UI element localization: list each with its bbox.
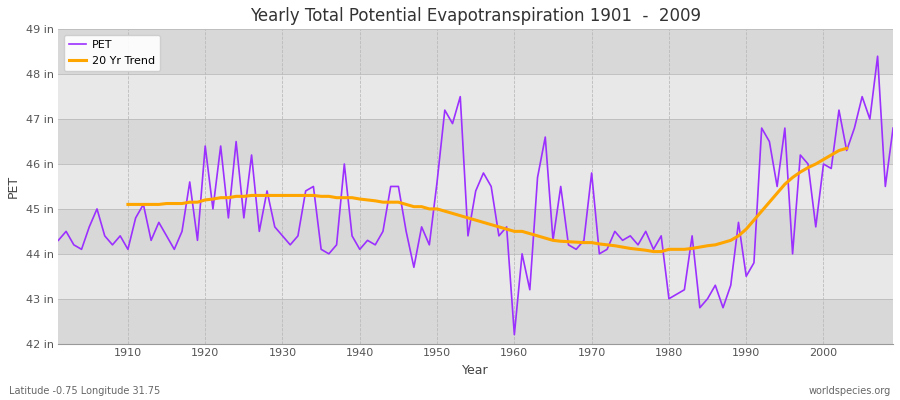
20 Yr Trend (424, 206, 435, 211)
PET (284, 242, 295, 247)
20 Yr Trend (247, 193, 257, 198)
Title: Yearly Total Potential Evapotranspiration 1901  -  2009: Yearly Total Potential Evapotranspiratio… (250, 7, 701, 25)
PET (509, 332, 520, 337)
PET (331, 242, 342, 247)
PET (609, 229, 620, 234)
Bar (58, 299, 893, 344)
Line: 20 Yr Trend: 20 Yr Trend (128, 148, 847, 252)
Legend: PET, 20 Yr Trend: PET, 20 Yr Trend (64, 35, 160, 72)
PET (887, 126, 898, 130)
Line: PET: PET (58, 56, 893, 335)
Bar (58, 209, 893, 254)
Bar (58, 119, 893, 164)
20 Yr Trend (122, 202, 133, 207)
PET (517, 252, 527, 256)
PET (115, 234, 126, 238)
20 Yr Trend (648, 249, 659, 254)
Text: Latitude -0.75 Longitude 31.75: Latitude -0.75 Longitude 31.75 (9, 386, 160, 396)
20 Yr Trend (400, 202, 411, 207)
PET (501, 224, 512, 229)
PET (872, 54, 883, 59)
X-axis label: Year: Year (463, 364, 489, 377)
Y-axis label: PET: PET (7, 175, 20, 198)
Bar (58, 29, 893, 74)
20 Yr Trend (308, 193, 319, 198)
20 Yr Trend (671, 247, 682, 252)
Text: worldspecies.org: worldspecies.org (809, 386, 891, 396)
20 Yr Trend (842, 146, 852, 151)
PET (53, 238, 64, 243)
20 Yr Trend (555, 239, 566, 244)
